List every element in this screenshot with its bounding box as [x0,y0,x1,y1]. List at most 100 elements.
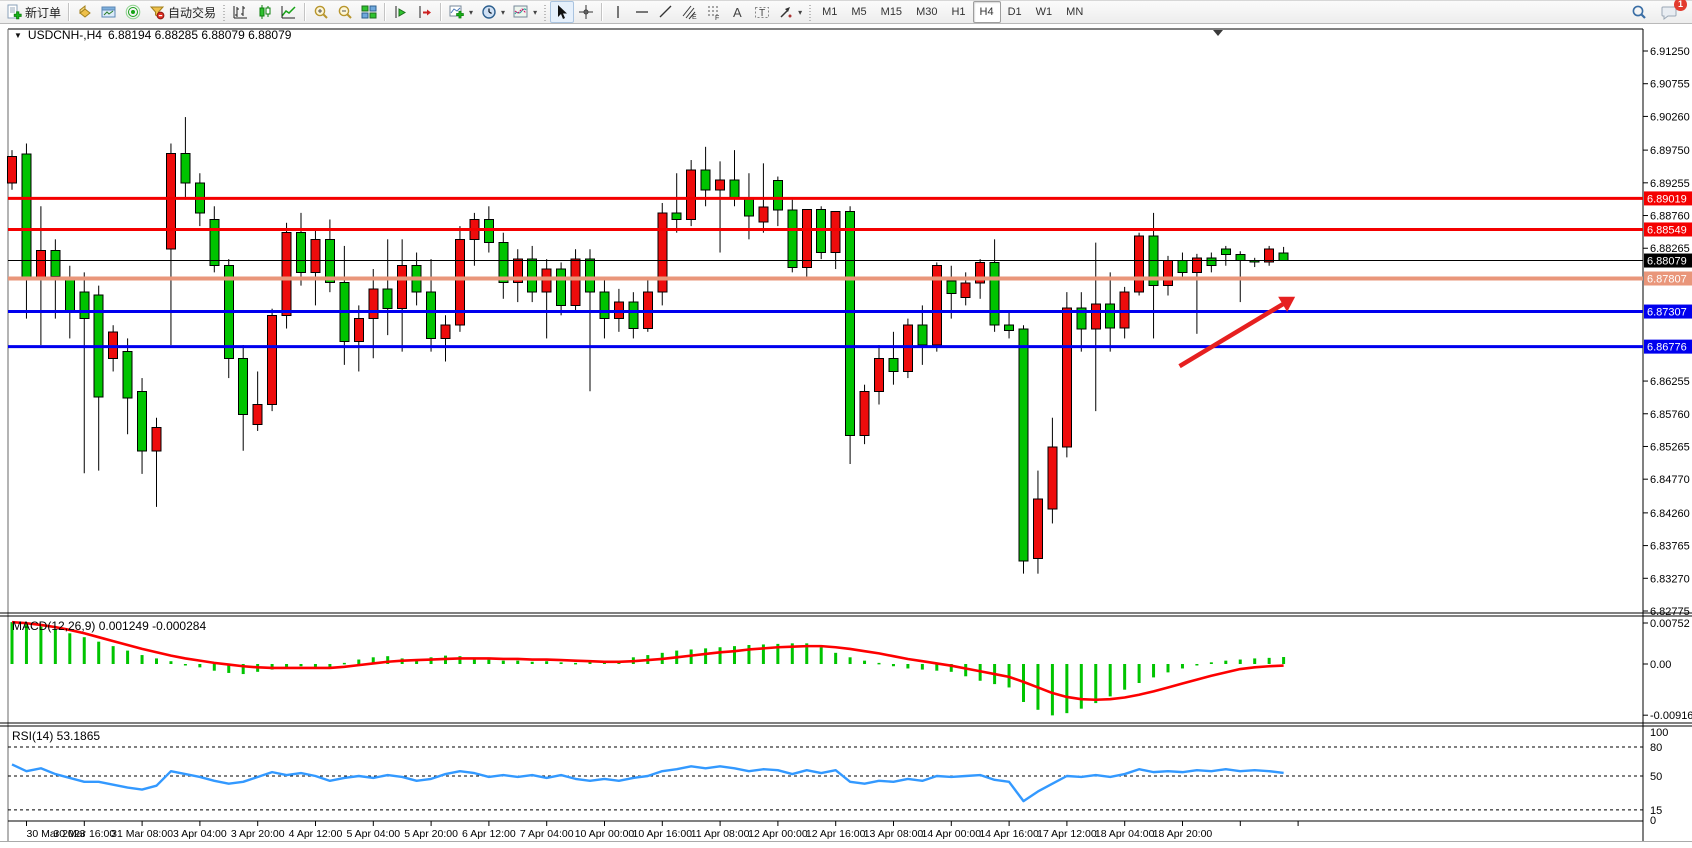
data-window-button[interactable] [97,1,121,23]
price-axis-tick: 6.89750 [1650,145,1690,157]
vertical-line-button[interactable] [606,1,630,23]
new-order-button[interactable]: 新订单 [2,1,65,23]
cursor-icon [554,4,570,20]
zoom-in-button[interactable] [309,1,333,23]
text-button[interactable]: A [726,1,750,23]
bar-chart-button[interactable] [229,1,253,23]
time-axis-label: 7 Apr 04:00 [520,828,574,840]
gold-cube-icon [77,4,93,20]
new-order-label: 新订单 [25,5,62,20]
timeframe-button-H1[interactable]: H1 [951,6,966,18]
price-axis-tick: 6.90755 [1650,79,1690,91]
candlestick-chart-button[interactable] [253,1,277,23]
price-axis-tick: 6.84260 [1650,508,1690,520]
price-badge: 6.89019 [1647,193,1687,205]
timeframe-button-M5[interactable]: M5 [851,6,867,18]
time-axis-label: 14 Apr 00:00 [922,828,982,840]
periods-button[interactable]: ▾ [477,1,509,23]
trendline-icon [658,4,674,20]
signals-button[interactable] [121,1,145,23]
auto-scroll-button[interactable] [389,1,413,23]
bar-chart-icon [233,4,249,20]
dropdown-arrow: ▾ [469,7,474,17]
time-axis-label: 13 Apr 08:00 [864,828,924,840]
trend-arrow-annotation[interactable] [1178,296,1296,369]
toolbar-separator [68,3,71,21]
timeframe-button-W1[interactable]: W1 [1035,6,1053,18]
time-axis-label: 30 Mar 16:00 [53,828,115,840]
channel-icon: E [682,4,698,20]
text-label-icon: T [754,4,770,20]
crosshair-icon [578,4,594,20]
clock-icon [481,4,497,20]
dropdown-arrow: ▾ [501,7,506,17]
rsi-axis-tick: 50 [1650,771,1662,783]
arrows-button[interactable]: ▾ [774,1,806,23]
text-label-button[interactable]: T [750,1,774,23]
tile-windows-icon [361,4,377,20]
time-axis-label: 3 Apr 20:00 [231,828,285,840]
tile-windows-button[interactable] [357,1,381,23]
time-axis-label: 11 Apr 08:00 [691,828,750,840]
line-chart-icon [281,4,297,20]
price-badge: 6.87307 [1647,307,1687,319]
autotrading-button[interactable]: 自动交易 [145,1,220,23]
main-toolbar: 新订单 自动交易 ▾ ▾ ▾ E F A T ▾ [0,0,1692,24]
timeframe-button-M15[interactable]: M15 [880,6,903,18]
indicators-button[interactable]: ▾ [445,1,477,23]
auto-scroll-icon [393,4,409,20]
price-axis-tick: 6.88760 [1650,211,1690,223]
horizontal-line-icon [634,4,650,20]
time-axis-label: 17 Apr 12:00 [1037,828,1097,840]
crosshair-button[interactable] [574,1,598,23]
rsi-axis-tick: 80 [1650,742,1662,754]
zoom-out-button[interactable] [333,1,357,23]
price-axis-tick: 6.89255 [1650,178,1690,190]
timeframe-button-H4[interactable]: H4 [972,1,1001,23]
time-axis-label: 4 Apr 12:00 [289,828,343,840]
signal-icon [125,4,141,20]
svg-text:T: T [759,8,765,19]
chart-shift-icon [417,4,433,20]
horizontal-line-button[interactable] [630,1,654,23]
price-badge: 6.86776 [1647,342,1687,354]
time-axis-label: 5 Apr 20:00 [404,828,458,840]
templates-button[interactable]: ▾ [509,1,541,23]
time-axis-label: 30 Mar 2023 [27,828,86,840]
time-axis-label: 3 Apr 04:00 [173,828,227,840]
chart-shift-marker [1213,30,1223,36]
price-axis-tick: 6.84770 [1650,474,1690,486]
zoom-in-icon [313,4,329,20]
macd-axis-tick: 0.00752 [1650,618,1690,630]
vertical-line-icon [610,4,626,20]
toolbar-grip [808,3,814,21]
market-watch-button[interactable] [73,1,97,23]
chart-shift-button[interactable] [413,1,437,23]
trendline-button[interactable] [654,1,678,23]
timeframe-button-D1[interactable]: D1 [1007,6,1022,18]
time-axis-label: 10 Apr 00:00 [575,828,635,840]
notifications-button[interactable]: 1 [1657,0,1687,23]
time-axis-label: 18 Apr 04:00 [1095,828,1155,840]
timeframe-button-MN[interactable]: MN [1066,6,1084,18]
search-button[interactable] [1627,1,1651,23]
new-order-icon [6,4,22,20]
cursor-button[interactable] [550,1,575,23]
time-axis-label: 14 Apr 16:00 [979,828,1039,840]
zoom-out-icon [337,4,353,20]
timeframe-button-M1[interactable]: M1 [822,6,838,18]
timeframe-button-M30[interactable]: M30 [916,6,938,18]
dropdown-arrow: ▾ [798,7,803,17]
fibonacci-button[interactable]: F [702,1,726,23]
time-axis-label: 18 Apr 20:00 [1153,828,1213,840]
rsi-axis-tick: 15 [1650,805,1662,817]
svg-text:A: A [733,5,742,20]
rsi-axis-tick: 100 [1650,727,1668,739]
price-axis-tick: 6.85760 [1650,409,1690,421]
svg-text:F: F [715,15,719,20]
equidistant-channel-button[interactable]: E [678,1,702,23]
line-chart-button[interactable] [277,1,301,23]
fibonacci-icon: F [706,4,722,20]
